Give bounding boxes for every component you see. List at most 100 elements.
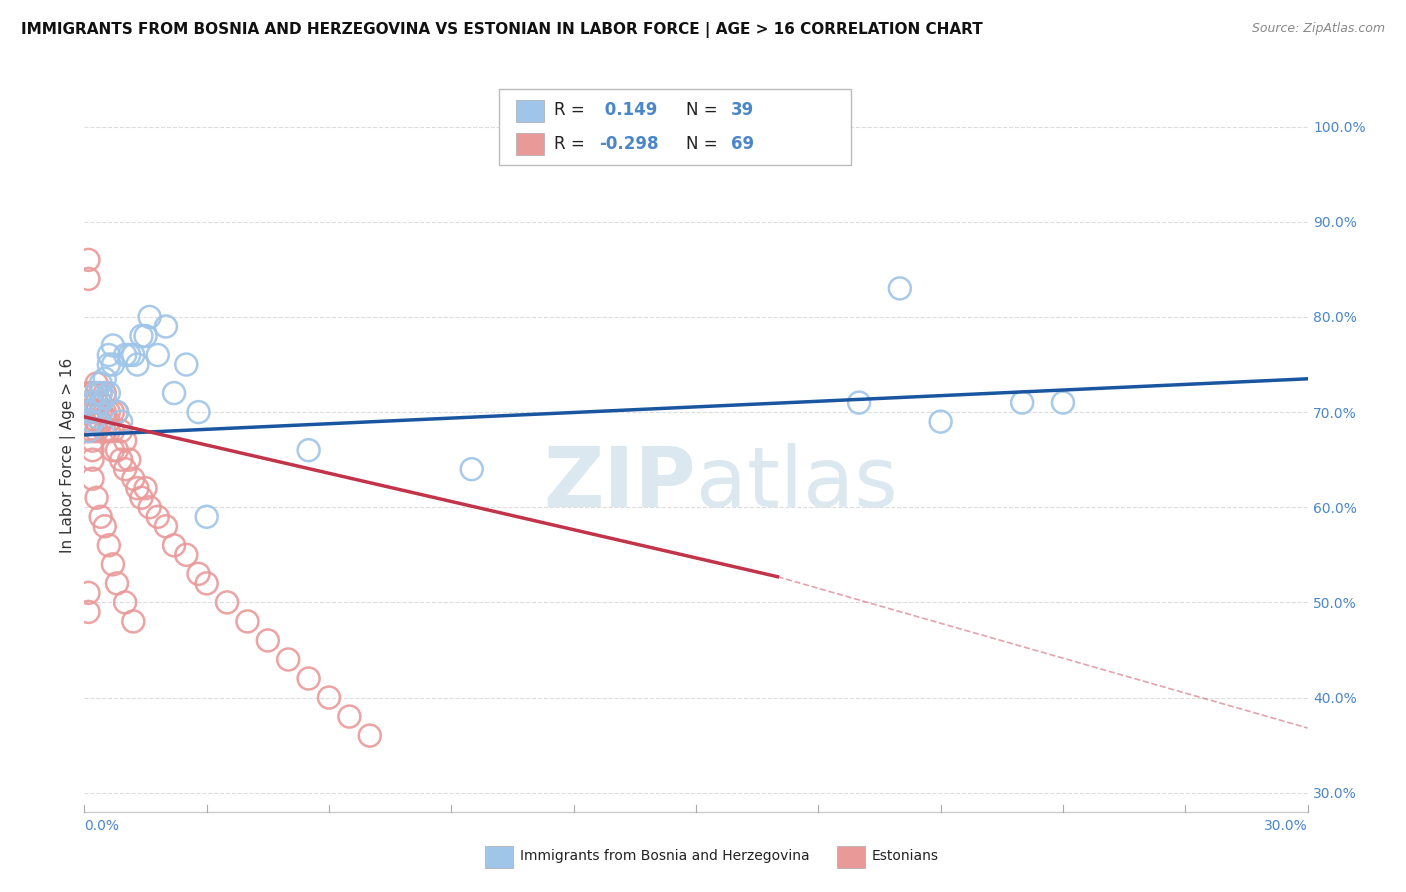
Point — [146, 348, 169, 362]
Text: -0.298: -0.298 — [599, 135, 658, 153]
Point — [187, 405, 209, 419]
Point — [93, 372, 117, 386]
Point — [217, 595, 239, 609]
Point — [298, 672, 321, 686]
Point — [77, 424, 100, 438]
Point — [101, 358, 124, 372]
Point — [118, 348, 141, 362]
Point — [461, 462, 484, 476]
Point — [135, 481, 157, 495]
Point — [105, 405, 128, 419]
Point — [339, 709, 361, 723]
Point — [118, 452, 141, 467]
Point — [82, 424, 104, 438]
Point — [131, 491, 153, 505]
Point — [82, 395, 104, 409]
Text: N =: N = — [686, 102, 723, 120]
Point — [127, 358, 149, 372]
Text: 30.0%: 30.0% — [1264, 819, 1308, 833]
Point — [77, 424, 100, 438]
Point — [1011, 395, 1033, 409]
Point — [90, 405, 112, 419]
Point — [105, 443, 128, 458]
Point — [114, 348, 136, 362]
Point — [101, 443, 124, 458]
Point — [110, 415, 132, 429]
Point — [176, 548, 198, 562]
Point — [298, 443, 321, 458]
Point — [86, 386, 108, 401]
Point — [77, 252, 100, 267]
Point — [93, 519, 117, 533]
Point — [236, 615, 259, 629]
Point — [77, 386, 100, 401]
Point — [195, 576, 218, 591]
Point — [82, 395, 104, 409]
Point — [187, 566, 209, 581]
Point — [93, 409, 117, 424]
Point — [82, 472, 104, 486]
Point — [155, 519, 177, 533]
Point — [86, 491, 108, 505]
Point — [359, 729, 381, 743]
Y-axis label: In Labor Force | Age > 16: In Labor Force | Age > 16 — [60, 358, 76, 552]
Point — [163, 386, 186, 401]
Point — [90, 395, 112, 409]
Point — [82, 405, 104, 419]
Text: 0.0%: 0.0% — [84, 819, 120, 833]
Point — [163, 538, 186, 552]
Point — [131, 329, 153, 343]
Point — [82, 415, 104, 429]
Point — [90, 415, 112, 429]
Point — [77, 272, 100, 286]
Point — [97, 348, 120, 362]
Point — [86, 401, 108, 415]
Text: 39: 39 — [731, 102, 755, 120]
Point — [93, 424, 117, 438]
Point — [90, 376, 112, 391]
Point — [86, 424, 108, 438]
Point — [257, 633, 280, 648]
Point — [195, 509, 218, 524]
Point — [97, 386, 120, 401]
Point — [277, 652, 299, 666]
Text: 69: 69 — [731, 135, 754, 153]
Point — [90, 509, 112, 524]
Text: Estonians: Estonians — [872, 849, 939, 863]
Point — [90, 395, 112, 409]
Point — [1052, 395, 1074, 409]
Text: ZIP: ZIP — [544, 443, 696, 524]
Point — [77, 405, 100, 419]
Point — [97, 415, 120, 429]
Point — [77, 586, 100, 600]
Point — [138, 310, 160, 324]
Point — [97, 538, 120, 552]
Point — [122, 472, 145, 486]
Point — [97, 358, 120, 372]
Point — [82, 452, 104, 467]
Point — [114, 462, 136, 476]
Point — [138, 500, 160, 515]
Point — [105, 405, 128, 419]
Point — [114, 595, 136, 609]
Point — [86, 409, 108, 424]
Point — [155, 319, 177, 334]
Text: N =: N = — [686, 135, 723, 153]
Point — [889, 281, 911, 295]
Text: R =: R = — [554, 102, 591, 120]
Point — [929, 415, 952, 429]
Point — [93, 405, 117, 419]
Point — [82, 443, 104, 458]
Point — [86, 386, 108, 401]
Point — [110, 452, 132, 467]
Point — [110, 424, 132, 438]
Point — [93, 386, 117, 401]
Point — [77, 405, 100, 419]
Point — [146, 509, 169, 524]
Point — [114, 434, 136, 448]
Point — [135, 329, 157, 343]
Point — [848, 395, 870, 409]
Text: R =: R = — [554, 135, 591, 153]
Point — [101, 424, 124, 438]
Point — [77, 605, 100, 619]
